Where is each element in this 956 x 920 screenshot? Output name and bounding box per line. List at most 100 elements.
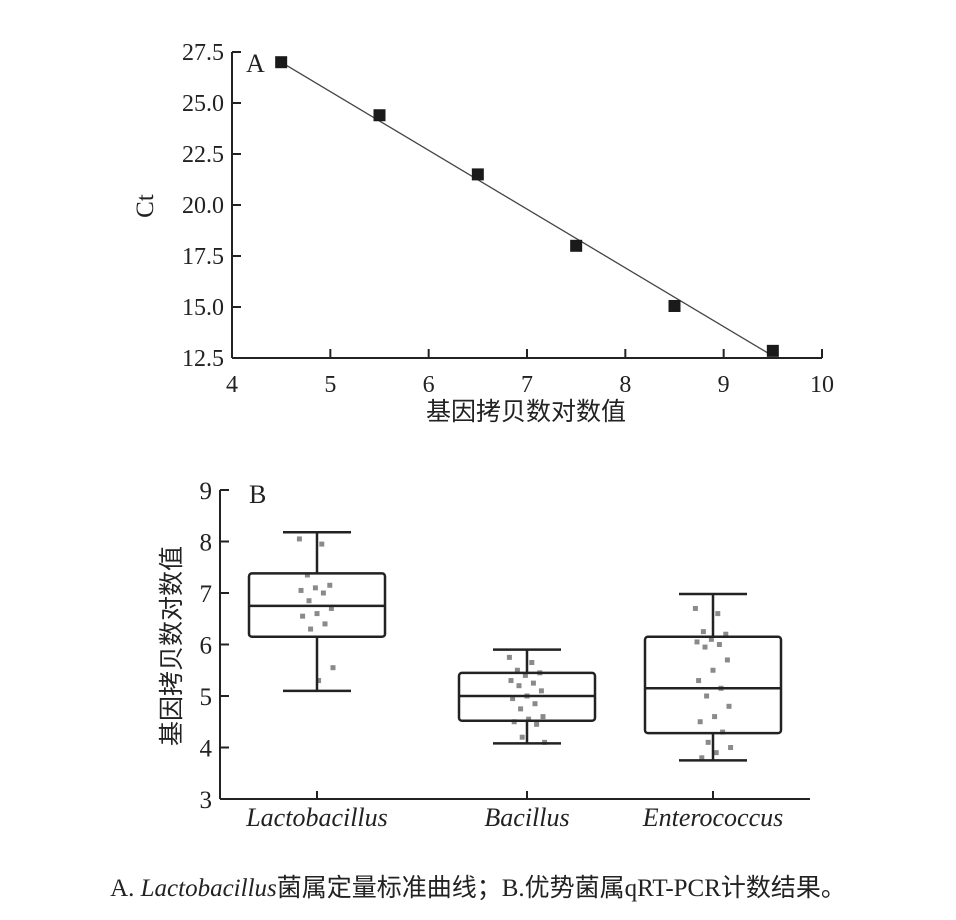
data-point <box>471 168 484 181</box>
panel-a-y-axis-label: Ct <box>132 194 159 218</box>
data-point <box>275 56 288 69</box>
data-point <box>570 239 583 252</box>
figure: A 4 5 6 7 8 9 10 12.5 15.0 17.5 20.0 22.5 25.0 27.5 基… <box>132 40 834 832</box>
box-data-dot <box>316 678 322 684</box>
y-tick-label: 4 <box>200 736 213 763</box>
panel-a-x-axis-label: 基因拷贝数对数值 <box>426 398 626 426</box>
data-point <box>668 299 681 312</box>
box-data-dot <box>702 644 708 650</box>
box-data-dot <box>506 654 512 660</box>
box-data-dot <box>710 667 716 673</box>
box-bacillus <box>457 648 597 745</box>
box-data-dot <box>508 678 514 684</box>
y-tick-label: 20.0 <box>182 193 224 219</box>
box-data-dot <box>694 639 700 645</box>
box-data-dot <box>534 721 540 727</box>
panel-b-category-labels: Lactobacillus Bacillus Enterococcus <box>245 803 783 832</box>
panel-b-boxes <box>247 530 783 762</box>
y-tick-label: 9 <box>200 478 213 505</box>
box-data-dot <box>526 716 532 722</box>
y-tick-label: 3 <box>200 787 213 814</box>
panel-a-axes <box>231 52 822 359</box>
box-data-dot <box>708 636 714 642</box>
box-data-dot <box>312 585 318 591</box>
box-data-dot <box>726 703 732 709</box>
box-data-dot <box>306 598 312 604</box>
iqr-box <box>643 635 783 735</box>
y-tick-label: 8 <box>200 530 213 557</box>
category-label: Bacillus <box>484 803 569 832</box>
x-tick-label: 10 <box>810 372 834 398</box>
panel-b: B 3 4 5 6 7 8 9 Lactobacillus Bacillus Enterococ… <box>158 478 810 832</box>
y-tick-label: 6 <box>200 633 213 660</box>
x-tick-label: 6 <box>423 372 435 398</box>
y-tick-label: 5 <box>200 684 213 711</box>
caption-text: 菌属定量标准曲线；B.优势菌属qRT-PCR计数结果。 <box>276 875 846 902</box>
box-data-dot <box>510 696 516 702</box>
box-lactobacillus <box>247 530 387 693</box>
box-data-dot <box>322 621 328 627</box>
box-data-dot <box>716 642 722 647</box>
panel-a: A 4 5 6 7 8 9 10 12.5 15.0 17.5 20.0 22.5 25.0 27.5 基… <box>132 40 834 426</box>
box-data-dot <box>327 582 333 588</box>
box-data-dot <box>518 706 524 712</box>
box-data-dot <box>530 680 536 686</box>
box-data-dot <box>723 631 729 637</box>
fit-line <box>280 61 774 357</box>
box-data-dot <box>529 660 535 666</box>
box-data-dot <box>712 714 718 720</box>
figure-caption: A. Lactobacillus菌属定量标准曲线；B.优势菌属qRT-PCR计数… <box>0 868 956 904</box>
box-enterococcus <box>643 592 783 762</box>
panel-a-points <box>275 56 779 357</box>
box-data-dot <box>522 672 528 678</box>
box-data-dot <box>540 714 546 720</box>
box-data-dot <box>519 734 525 740</box>
y-tick-label: 12.5 <box>182 346 224 372</box>
caption-prefix: A. <box>110 875 141 902</box>
box-data-dot <box>704 693 710 699</box>
data-point <box>373 109 386 122</box>
box-data-dot <box>328 605 334 611</box>
box-data-dot <box>298 587 304 593</box>
box-data-dot <box>314 611 320 617</box>
box-data-dot <box>715 611 721 617</box>
y-tick-label: 27.5 <box>182 40 224 66</box>
box-data-dot <box>705 739 711 745</box>
box-data-dot <box>538 688 544 694</box>
x-tick-label: 9 <box>718 372 730 398</box>
y-tick-label: 25.0 <box>182 91 224 117</box>
panel-b-ticks: 3 4 5 6 7 8 9 <box>200 478 714 814</box>
y-tick-label: 15.0 <box>182 295 224 321</box>
x-tick-label: 8 <box>619 372 631 398</box>
data-point <box>766 344 779 357</box>
box-data-dot <box>697 719 703 725</box>
box-data-dot <box>300 613 306 619</box>
caption-genus: Lactobacillus <box>140 875 277 902</box>
x-tick-label: 7 <box>521 372 533 398</box>
y-tick-label: 17.5 <box>182 244 224 270</box>
box-data-dot <box>308 626 314 632</box>
box-data-dot <box>713 750 719 756</box>
panel-b-label: B <box>249 480 266 509</box>
box-data-dot <box>304 572 310 578</box>
box-data-dot <box>700 629 706 635</box>
panel-a-fit-line-group <box>280 61 774 357</box>
box-data-dot <box>514 667 520 673</box>
box-data-dot <box>516 683 522 689</box>
box-data-dot <box>699 755 705 761</box>
panel-a-ticks: 4 5 6 7 8 9 10 12.5 15.0 17.5 20.0 22.5 25.0 27.5 <box>182 40 834 398</box>
box-data-dot <box>532 701 538 707</box>
x-tick-label: 5 <box>324 372 336 398</box>
box-data-dot <box>724 657 730 663</box>
panel-a-label: A <box>246 49 265 78</box>
box-data-dot <box>696 678 702 684</box>
category-label: Lactobacillus <box>245 803 388 832</box>
box-data-dot <box>296 536 302 542</box>
y-tick-label: 7 <box>200 581 213 608</box>
box-data-dot <box>319 541 325 547</box>
panel-b-y-axis-label: 基因拷贝数对数值 <box>158 546 186 746</box>
category-label: Enterococcus <box>642 803 784 832</box>
y-tick-label: 22.5 <box>182 142 224 168</box>
box-data-dot <box>728 745 734 750</box>
box-data-dot <box>320 590 326 596</box>
